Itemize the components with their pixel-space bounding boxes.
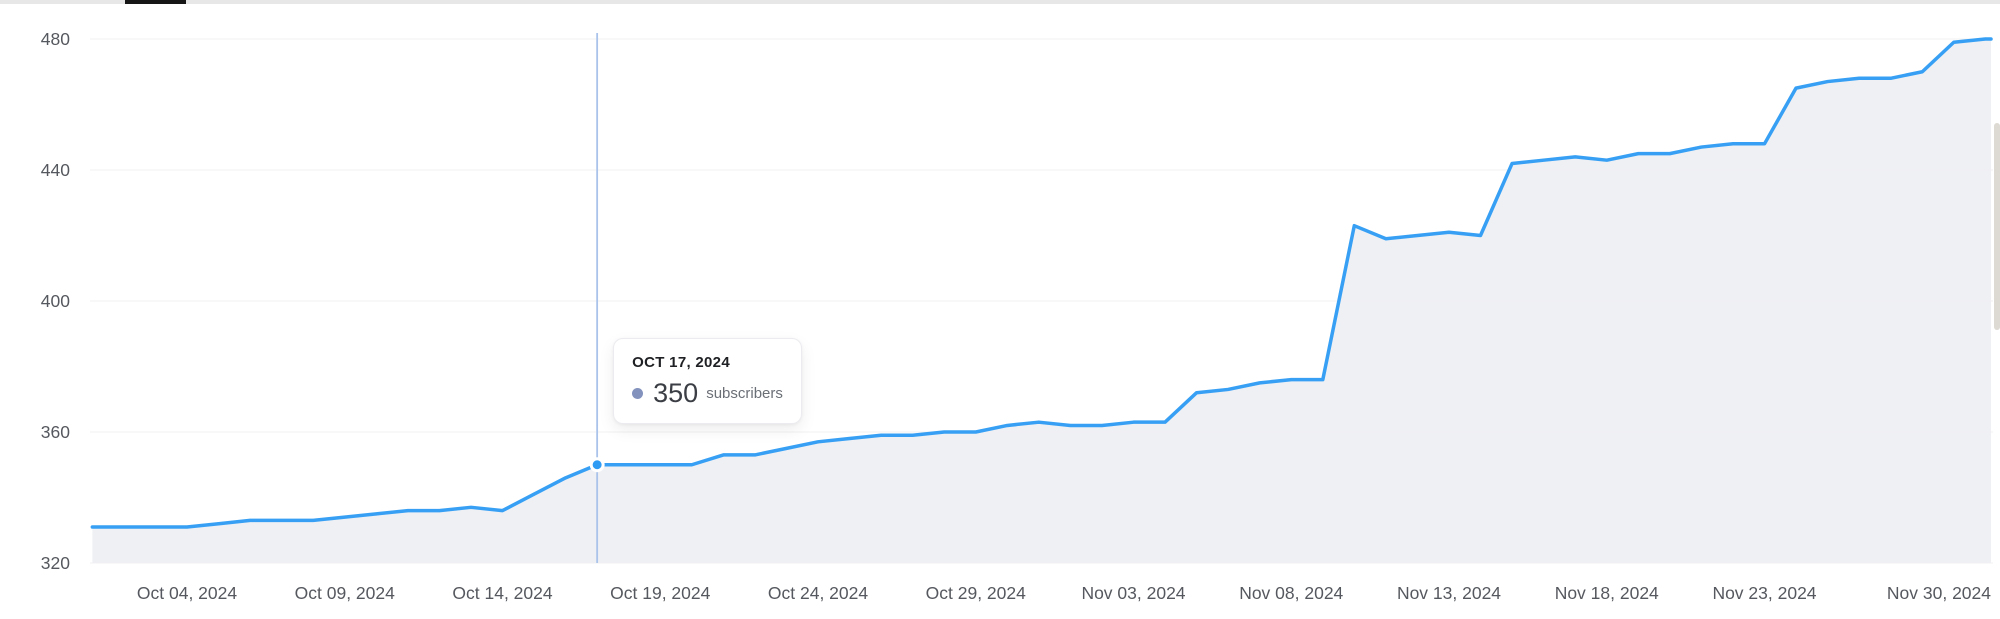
tooltip-unit: subscribers (706, 385, 783, 402)
x-tick-label: Nov 23, 2024 (1712, 583, 1816, 603)
crosshair-layer (589, 33, 605, 563)
top-black-segment (125, 0, 186, 4)
x-tick-label: Oct 04, 2024 (137, 583, 237, 603)
top-edge-strip (0, 0, 2000, 4)
marker-dot (589, 457, 605, 473)
y-tick-label: 400 (41, 291, 70, 311)
y-tick-label: 440 (41, 160, 70, 180)
tooltip-date: OCT 17, 2024 (632, 354, 730, 371)
chart-tooltip: OCT 17, 2024 350 subscribers (613, 338, 802, 424)
series-dot-icon (632, 388, 644, 399)
x-tick-label: Nov 13, 2024 (1397, 583, 1501, 603)
x-tick-label: Nov 18, 2024 (1555, 583, 1659, 603)
gridlines (90, 38, 1993, 564)
x-tick-label: Nov 03, 2024 (1081, 583, 1185, 603)
y-tick-label: 360 (41, 422, 70, 442)
y-tick-label: 320 (41, 553, 70, 573)
x-tick-label: Oct 14, 2024 (452, 583, 552, 603)
trend-line (90, 37, 1993, 529)
x-tick-label: Nov 30, 2024 (1887, 583, 1991, 603)
y-tick-label: 480 (41, 29, 70, 49)
x-tick-label: Oct 09, 2024 (295, 583, 395, 603)
scrollbar-thumb[interactable] (1994, 123, 2000, 330)
tooltip-value: 350 (653, 378, 699, 408)
y-axis-labels: 320 360 400 440 480 (41, 29, 70, 573)
x-tick-label: Oct 29, 2024 (926, 583, 1026, 603)
x-axis-labels: Oct 04, 2024 Oct 09, 2024 Oct 14, 2024 Oct … (137, 583, 1991, 603)
x-tick-label: Nov 08, 2024 (1239, 583, 1343, 603)
x-tick-label: Oct 24, 2024 (768, 583, 868, 603)
tooltip-series-row: 350 subscribers (632, 380, 783, 407)
x-tick-label: Oct 19, 2024 (610, 583, 710, 603)
line-layer (90, 37, 1993, 529)
